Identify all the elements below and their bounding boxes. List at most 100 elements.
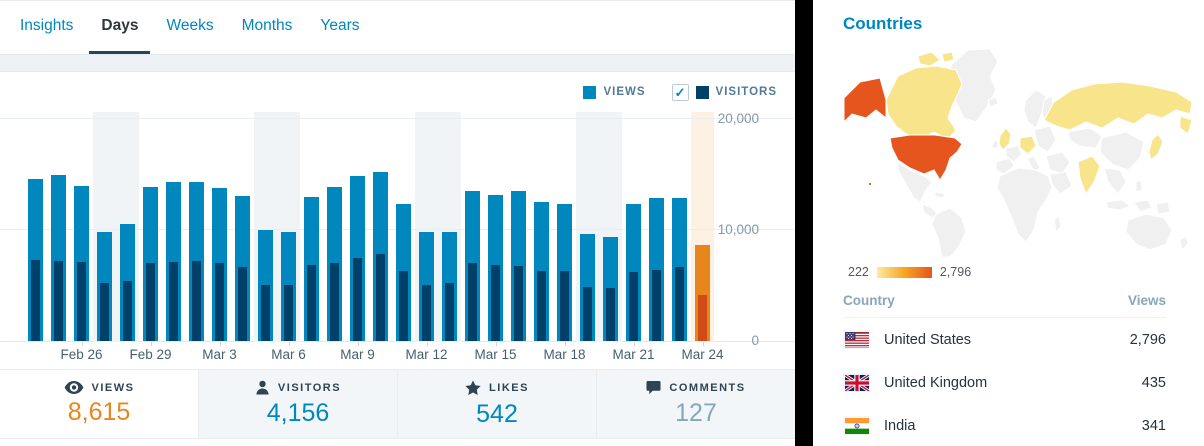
map-country-us xyxy=(889,134,963,181)
country-name: United States xyxy=(884,331,972,348)
country-row[interactable]: United Kingdom 435 xyxy=(843,361,1166,404)
y-axis-label: 10,000 xyxy=(717,222,759,237)
tab-weeks[interactable]: Weeks xyxy=(166,17,214,34)
comments-summary-box[interactable]: COMMENTS 127 xyxy=(597,370,795,438)
bar-group-mar-22[interactable] xyxy=(645,111,668,341)
visitors-bar[interactable] xyxy=(123,281,132,341)
bar-group-mar-5[interactable] xyxy=(254,111,277,341)
bar-group-mar-15[interactable] xyxy=(484,111,507,341)
map-region-eastern-europe xyxy=(1033,125,1057,153)
visitors-bar[interactable] xyxy=(376,254,385,341)
country-views-value: 341 xyxy=(1141,417,1166,434)
bar-group-feb-28[interactable] xyxy=(116,111,139,341)
bar-group-mar-18[interactable] xyxy=(553,111,576,341)
visitors-bar[interactable] xyxy=(422,285,431,341)
visitors-bar[interactable] xyxy=(675,267,684,341)
axis-tick xyxy=(150,342,152,346)
tab-years[interactable]: Years xyxy=(320,17,360,34)
visitors-bar[interactable] xyxy=(284,285,293,341)
visitors-bar[interactable] xyxy=(537,271,546,341)
visitors-bar[interactable] xyxy=(238,267,247,341)
gradient-bar xyxy=(876,266,932,278)
axis-tick xyxy=(426,342,428,346)
bar-group-feb-27[interactable] xyxy=(93,111,116,341)
bar-group-mar-14[interactable] xyxy=(461,111,484,341)
map-country-mexico xyxy=(897,161,933,203)
bar-group-mar-11[interactable] xyxy=(392,111,415,341)
bar-group-mar-12[interactable] xyxy=(415,111,438,341)
bar-group-mar-4[interactable] xyxy=(231,111,254,341)
visitors-bar[interactable] xyxy=(583,287,592,341)
bar-group-mar-17[interactable] xyxy=(530,111,553,341)
visitors-bar[interactable] xyxy=(54,261,63,341)
visitors-bar[interactable] xyxy=(215,263,224,341)
bar-group-mar-20[interactable] xyxy=(599,111,622,341)
bar-group-mar-7[interactable] xyxy=(300,111,323,341)
visitors-bar[interactable] xyxy=(100,283,109,341)
us-flag-icon xyxy=(843,330,870,349)
visitors-swatch-icon xyxy=(695,85,709,99)
bar-group-feb-24[interactable] xyxy=(24,111,47,341)
country-row[interactable]: United States 2,796 xyxy=(843,318,1166,361)
visitors-bar[interactable] xyxy=(606,288,615,341)
tab-days[interactable]: Days xyxy=(89,1,151,54)
visitors-bar[interactable] xyxy=(330,263,339,341)
visitors-bar[interactable] xyxy=(514,266,523,341)
bar-group-mar-23[interactable] xyxy=(668,111,691,341)
bar-group-mar-19[interactable] xyxy=(576,111,599,341)
x-axis-label: Mar 15 xyxy=(474,347,517,362)
map-country-new-zealand xyxy=(1179,235,1189,252)
visitors-bar[interactable] xyxy=(31,260,40,341)
bar-group-mar-6[interactable] xyxy=(277,111,300,341)
visitors-bar[interactable] xyxy=(192,261,201,341)
visitors-bar[interactable] xyxy=(698,295,707,341)
visitors-summary-box[interactable]: VISITORS 4,156 xyxy=(199,370,398,438)
bar-group-feb-25[interactable] xyxy=(47,111,70,341)
map-country-us-alaska xyxy=(843,77,887,124)
views-summary-box[interactable]: VIEWS 8,615 xyxy=(0,370,199,438)
visitors-legend-label: VISITORS xyxy=(715,86,777,98)
bar-group-mar-24[interactable] xyxy=(691,111,714,341)
likes-summary-box[interactable]: LIKES 542 xyxy=(398,370,597,438)
bar-group-mar-21[interactable] xyxy=(622,111,645,341)
bar-group-mar-10[interactable] xyxy=(369,111,392,341)
map-region-south-america xyxy=(931,207,967,258)
x-axis-label: Mar 24 xyxy=(681,347,724,362)
likes-summary-value: 542 xyxy=(476,399,518,428)
visitors-bar[interactable] xyxy=(560,271,569,341)
bar-group-mar-9[interactable] xyxy=(346,111,369,341)
visitors-bar[interactable] xyxy=(261,285,270,341)
bar-group-feb-29[interactable] xyxy=(139,111,162,341)
visitors-bar[interactable] xyxy=(77,262,86,341)
visitors-bar[interactable] xyxy=(468,263,477,341)
map-country-australia xyxy=(1125,213,1173,251)
visitors-bar[interactable] xyxy=(307,265,316,341)
visitors-bar[interactable] xyxy=(169,262,178,341)
map-country-russia-far-east xyxy=(1179,115,1193,135)
visitors-bar[interactable] xyxy=(146,263,155,341)
gridline xyxy=(0,118,795,119)
bar-group-mar-16[interactable] xyxy=(507,111,530,341)
bar-group-mar-3[interactable] xyxy=(208,111,231,341)
visitors-bar[interactable] xyxy=(399,271,408,341)
bar-group-mar-2[interactable] xyxy=(185,111,208,341)
bar-group-mar-8[interactable] xyxy=(323,111,346,341)
bar-group-mar-1[interactable] xyxy=(162,111,185,341)
bar-group-feb-26[interactable] xyxy=(70,111,93,341)
tab-months[interactable]: Months xyxy=(241,17,293,34)
country-row[interactable]: India 341 xyxy=(843,404,1166,446)
map-color-scale: 222 2,796 xyxy=(848,265,1204,279)
map-country-china xyxy=(1099,131,1145,171)
visitors-bar[interactable] xyxy=(445,283,454,341)
bar-group-mar-13[interactable] xyxy=(438,111,461,341)
tab-insights[interactable]: Insights xyxy=(20,17,74,34)
map-region-central-europe xyxy=(1019,135,1037,155)
map-country-france xyxy=(1005,145,1023,163)
countries-table: Country Views United States 2,796 United K… xyxy=(843,293,1166,446)
x-axis-label: Mar 21 xyxy=(612,347,655,362)
visitors-bar[interactable] xyxy=(491,265,500,341)
visitors-checkbox[interactable]: ✓ xyxy=(671,83,689,101)
visitors-bar[interactable] xyxy=(652,270,661,341)
visitors-bar[interactable] xyxy=(629,272,638,341)
visitors-bar[interactable] xyxy=(353,258,362,341)
